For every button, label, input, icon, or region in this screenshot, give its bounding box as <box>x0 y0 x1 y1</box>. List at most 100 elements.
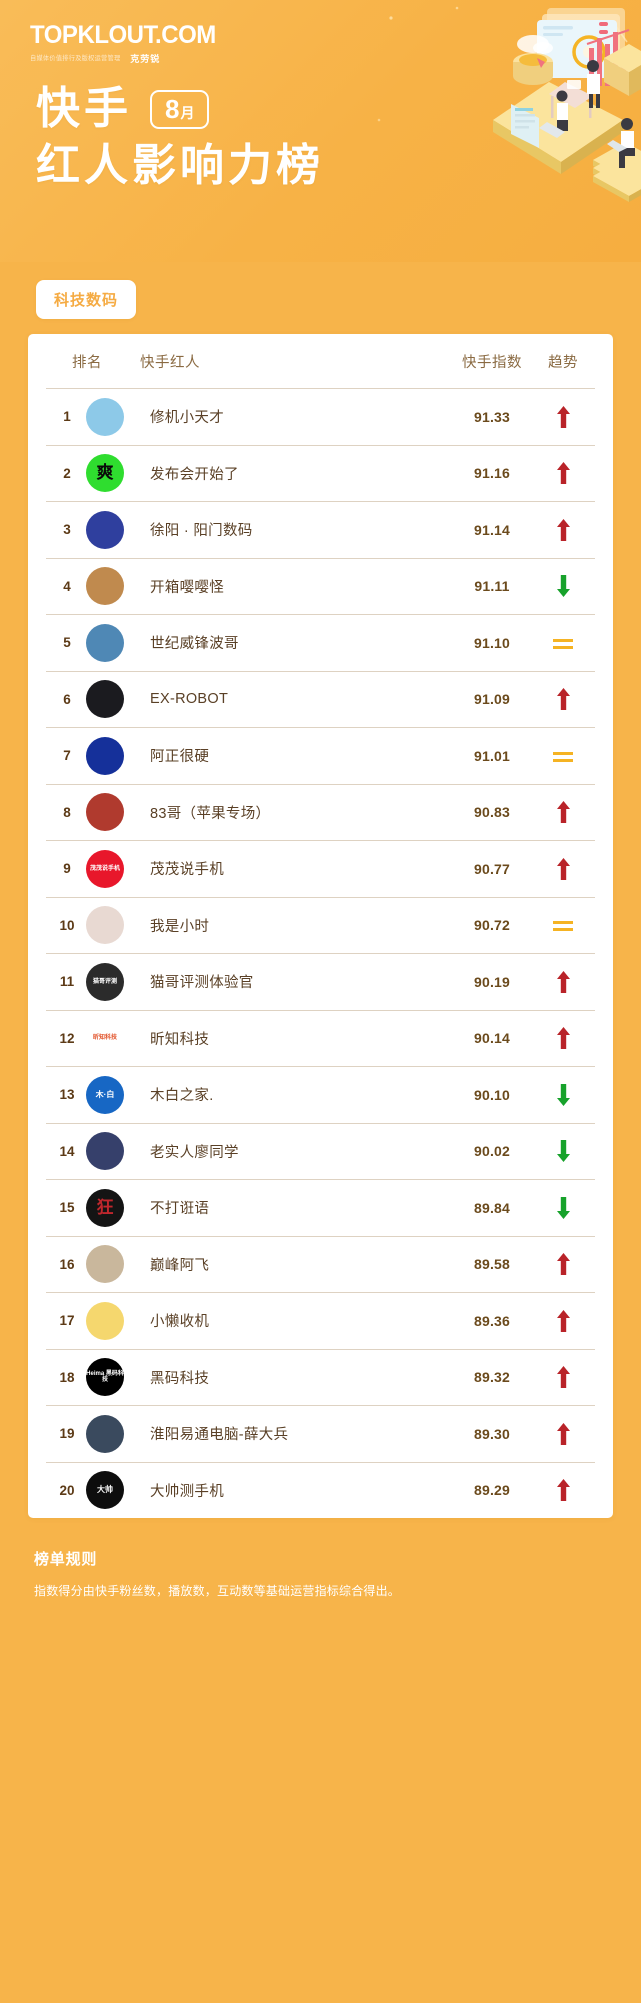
avatar[interactable]: 茂茂说手机 <box>86 849 124 888</box>
rank-number: 7 <box>63 748 71 764</box>
rank-number: 20 <box>59 1482 75 1498</box>
trend-cell <box>535 857 591 880</box>
table-row[interactable]: 20 大帅 大帅测手机 89.29 <box>46 1461 595 1519</box>
table-row[interactable]: 17 小懒收机 89.36 <box>46 1292 595 1349</box>
score-value: 90.10 <box>473 1086 511 1103</box>
brand-logo[interactable]: TOPKLOUT.COM 自媒体价值排行及版权运营管理 克劳锐 <box>30 21 216 65</box>
month-unit: 月 <box>180 104 195 121</box>
score-value: 89.30 <box>473 1425 511 1442</box>
month-badge[interactable]: 8 月 <box>150 89 210 129</box>
table-row[interactable]: 10 我是小时 90.72 <box>46 896 595 954</box>
rank-number: 19 <box>59 1426 75 1442</box>
avatar[interactable]: 大帅 <box>86 1471 124 1510</box>
trend-up-icon <box>556 1309 570 1332</box>
avatar[interactable] <box>86 1301 124 1340</box>
score-value: 90.72 <box>473 917 511 934</box>
avatar[interactable]: 昕知科技 <box>86 1019 124 1058</box>
table-row[interactable]: 12 昕知科技 昕知科技 90.14 <box>46 1009 595 1067</box>
trend-cell <box>535 1366 591 1389</box>
rank-cell: 3 <box>50 510 124 549</box>
score-value: 91.16 <box>473 465 511 482</box>
trend-up-icon <box>556 462 570 485</box>
table-row[interactable]: 4 开箱嘤嘤怪 91.11 <box>46 557 595 615</box>
table-row[interactable]: 11 猫哥评测 猫哥评测体验官 90.19 <box>46 953 595 1010</box>
avatar[interactable] <box>86 510 124 549</box>
avatar[interactable] <box>86 736 124 775</box>
influencer-name: 老实人廖同学 <box>150 1144 239 1161</box>
score-value: 91.09 <box>473 691 511 708</box>
trend-up-icon <box>556 1027 570 1050</box>
avatar[interactable]: 木·白 <box>86 1075 124 1114</box>
trend-cell <box>535 801 591 824</box>
table-row[interactable]: 15 狂 不打诳语 89.84 <box>46 1179 595 1236</box>
rank-number: 11 <box>59 974 75 990</box>
trend-up-icon <box>556 1422 570 1445</box>
rules-text: 指数得分由快手粉丝数，播放数，互动数等基础运营指标综合得出。 <box>34 1584 401 1598</box>
avatar[interactable] <box>86 1132 124 1171</box>
avatar[interactable]: 爽 <box>86 454 124 493</box>
avatar[interactable] <box>86 906 124 945</box>
table-row[interactable]: 19 淮阳易通电脑-薛大兵 89.30 <box>46 1405 595 1462</box>
influencer-name: 猫哥评测体验官 <box>150 975 254 992</box>
rank-cell: 15 狂 <box>50 1188 124 1227</box>
avatar[interactable] <box>86 793 124 832</box>
score-value: 90.02 <box>473 1143 511 1160</box>
table-row[interactable]: 6 EX-ROBOT 91.09 <box>46 670 595 728</box>
table-row[interactable]: 1 修机小天才 91.33 <box>46 388 595 445</box>
avatar[interactable]: 猫哥评测 <box>86 962 124 1001</box>
trend-up-icon <box>556 1479 570 1502</box>
trend-up-icon <box>556 1253 570 1276</box>
trend-cell <box>535 1196 591 1219</box>
score-value: 89.58 <box>473 1256 511 1273</box>
table-row[interactable]: 13 木·白 木白之家. 90.10 <box>46 1066 595 1123</box>
influencer-name: 徐阳 · 阳门数码 <box>150 523 253 540</box>
avatar[interactable] <box>86 397 124 436</box>
score-value: 91.10 <box>473 634 511 651</box>
table-row[interactable]: 3 徐阳 · 阳门数码 91.14 <box>46 501 595 558</box>
trend-flat-icon <box>553 751 573 762</box>
page-title: 快手 8 月 红人影响力榜 <box>36 85 324 191</box>
avatar[interactable] <box>86 680 124 719</box>
table-row[interactable]: 5 世纪威锋波哥 91.10 <box>46 614 595 671</box>
table-row[interactable]: 14 老实人廖同学 90.02 <box>46 1122 595 1180</box>
avatar[interactable] <box>86 1414 124 1453</box>
category-badge[interactable]: 科技数码 <box>36 280 137 319</box>
trend-flat-icon <box>553 638 573 649</box>
score-value: 90.77 <box>473 860 511 877</box>
avatar[interactable] <box>86 1245 124 1284</box>
trend-cell <box>535 1479 591 1502</box>
trend-cell <box>535 688 591 711</box>
trend-cell <box>535 575 591 598</box>
trend-cell <box>535 1027 591 1050</box>
avatar[interactable]: 狂 <box>86 1188 124 1227</box>
rank-cell: 6 <box>50 680 124 719</box>
table-row[interactable]: 18 Heima 黑码科技 黑码科技 89.32 <box>46 1348 595 1406</box>
score-value: 89.32 <box>473 1369 511 1386</box>
brand-logo-subtitle-row: 自媒体价值排行及版权运营管理 克劳锐 <box>30 52 182 65</box>
table-row[interactable]: 9 茂茂说手机 茂茂说手机 90.77 <box>46 840 595 897</box>
rank-number: 9 <box>63 861 71 877</box>
table-row[interactable]: 8 83哥（苹果专场） 90.83 <box>46 783 595 841</box>
rank-number: 5 <box>63 635 71 651</box>
table-row[interactable]: 2 爽 发布会开始了 91.16 <box>46 444 595 502</box>
title-line-2: 红人影响力榜 <box>36 141 324 191</box>
avatar[interactable]: Heima 黑码科技 <box>86 1358 124 1397</box>
trend-cell <box>535 1140 591 1163</box>
brand-logo-text: TOPKLOUT.COM <box>30 21 216 49</box>
table-row[interactable]: 16 巅峰阿飞 89.58 <box>46 1235 595 1293</box>
avatar[interactable] <box>86 567 124 606</box>
influencer-name: 发布会开始了 <box>150 466 239 483</box>
trend-cell <box>535 918 591 932</box>
brand-logo-subtitle: 自媒体价值排行及版权运营管理 <box>30 54 121 62</box>
rules-title: 榜单规则 <box>34 1551 98 1568</box>
trend-down-icon <box>556 1083 570 1106</box>
table-row[interactable]: 7 阿正很硬 91.01 <box>46 727 595 784</box>
score-value: 90.14 <box>473 1030 511 1047</box>
rank-cell: 8 <box>50 793 124 832</box>
trend-up-icon <box>556 970 570 993</box>
avatar[interactable] <box>86 623 124 662</box>
rank-number: 16 <box>59 1256 75 1272</box>
influencer-name: 83哥（苹果专场） <box>150 805 271 822</box>
column-header-rank: 排名 <box>72 354 102 371</box>
